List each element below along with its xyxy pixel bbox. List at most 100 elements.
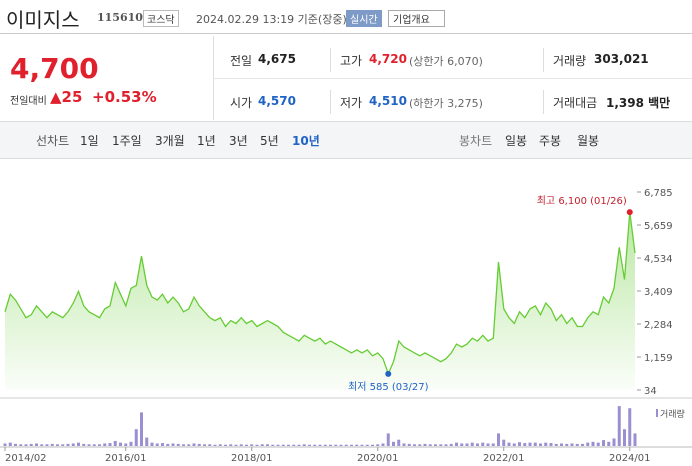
volume-bar: [208, 444, 212, 446]
volume-bar: [591, 441, 595, 446]
volume-bar: [145, 437, 149, 446]
volume-bar: [255, 444, 259, 446]
volume-bar: [56, 444, 59, 446]
tab[interactable]: 3개월: [155, 134, 185, 148]
volume-bar: [560, 443, 563, 446]
low-marker: [385, 370, 392, 377]
volume-bar: [518, 442, 521, 446]
high-marker: [626, 209, 633, 216]
volume-bar: [92, 444, 96, 446]
volume-bar: [113, 440, 117, 446]
field-value: 303,021: [594, 52, 649, 66]
volume-bar: [355, 444, 359, 446]
volume-bar: [481, 442, 485, 446]
divider: [543, 90, 544, 114]
divider: [0, 33, 692, 34]
field-value: 4,510: [369, 94, 407, 108]
legend-label: 거래량: [660, 408, 685, 420]
volume-bar: [3, 443, 7, 446]
volume-bar: [234, 444, 238, 446]
tab-group-label: 선차트: [36, 134, 70, 148]
volume-bar: [344, 444, 348, 446]
volume-bar: [329, 444, 332, 446]
volume-bar: [35, 443, 38, 446]
datetime: 2024.02.29 13:19 기준(장중): [196, 13, 347, 26]
volume-bar: [371, 444, 374, 446]
price-line: [4, 212, 636, 376]
volume-bar: [350, 444, 353, 446]
field-label: 시가: [230, 96, 253, 110]
field-note: (하한가 3,275): [409, 97, 483, 110]
volume-bar: [633, 433, 637, 446]
volume-bar: [539, 443, 542, 446]
volume-bar: [628, 408, 632, 446]
volume-bar: [266, 444, 269, 446]
volume-bar: [50, 443, 54, 446]
volume-bar: [250, 444, 254, 446]
y-tick-label: 4,534: [644, 254, 673, 265]
volume-bar: [428, 444, 432, 446]
volume-bar: [413, 444, 416, 446]
volume-bar: [187, 444, 191, 446]
volume-bar: [392, 441, 395, 446]
volume-bar: [40, 444, 44, 446]
tab[interactable]: 일봉: [505, 134, 528, 148]
volume-bar: [203, 444, 206, 446]
volume-bar: [292, 444, 296, 446]
volume-bar: [129, 441, 133, 446]
volume-bar: [334, 444, 338, 446]
volume-bar: [197, 443, 201, 446]
volume-bar: [150, 442, 154, 446]
tab[interactable]: 1년: [197, 134, 216, 148]
volume-bar: [161, 443, 164, 446]
volume-bar: [155, 443, 159, 446]
tab-group-label: 봉차트: [459, 134, 493, 148]
tab[interactable]: 5년: [260, 134, 279, 148]
volume-bar: [45, 444, 49, 446]
volume-bar: [297, 444, 301, 446]
volume-bar: [502, 439, 506, 446]
tab[interactable]: 10년: [292, 134, 320, 148]
tab[interactable]: 1주일: [112, 134, 142, 148]
change-label: 전일대비: [10, 96, 47, 107]
y-tick-label: 2,284: [644, 320, 673, 331]
field-value: 4,570: [258, 94, 296, 108]
volume-bar: [82, 443, 86, 446]
volume-bar: [140, 412, 143, 446]
divider: [330, 90, 331, 114]
tab[interactable]: 주봉: [539, 134, 562, 148]
volume-bar: [61, 444, 65, 446]
volume-bar: [455, 442, 458, 446]
field-label: 저가: [340, 96, 363, 110]
volume-bar: [260, 444, 264, 446]
volume-bar: [239, 444, 243, 446]
volume-bar: [434, 444, 437, 446]
realtime-badge: 실시간: [346, 10, 382, 27]
x-tick-label: 2018/01: [231, 453, 273, 464]
volume-bar: [570, 443, 574, 446]
tab[interactable]: 1일: [80, 134, 99, 148]
tab[interactable]: 3년: [229, 134, 248, 148]
legend-swatch: [656, 409, 658, 417]
volume-bar: [318, 444, 322, 446]
volume-bar: [376, 444, 380, 446]
tab[interactable]: 월봉: [577, 134, 600, 148]
volume-bar: [491, 443, 495, 446]
volume-bar: [245, 444, 248, 446]
volume-bar: [71, 443, 75, 446]
volume-bar: [166, 443, 170, 446]
price-area: [5, 212, 635, 390]
volume-bar: [423, 443, 427, 446]
divider: [543, 48, 544, 72]
volume-bar: [549, 443, 553, 446]
price: 4,700: [10, 52, 99, 85]
x-tick-label: 2022/01: [483, 453, 525, 464]
volume-bar: [617, 406, 621, 446]
volume-bar: [87, 444, 91, 446]
high-label: 최고 6,100 (01/26): [537, 195, 627, 207]
volume-bar: [402, 443, 406, 446]
overview-dropdown[interactable]: 기업개요: [388, 10, 445, 27]
market-badge: 코스닥: [143, 10, 179, 27]
